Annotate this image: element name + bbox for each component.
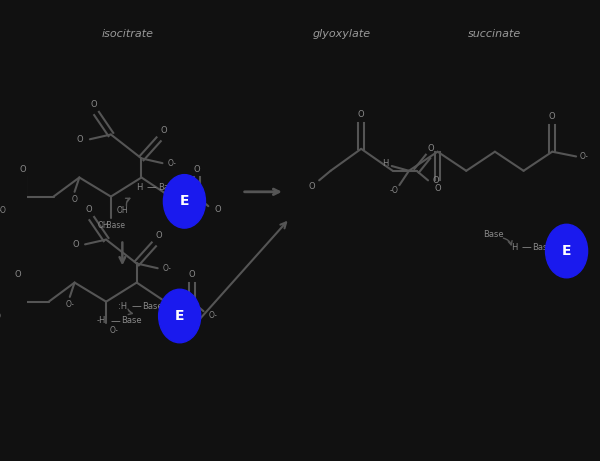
Text: Base: Base xyxy=(532,243,553,252)
Text: O: O xyxy=(155,231,162,240)
Text: —: — xyxy=(146,182,156,192)
Text: O: O xyxy=(15,271,22,279)
Text: O: O xyxy=(72,240,79,249)
Text: glyoxylate: glyoxylate xyxy=(313,29,371,39)
Text: O: O xyxy=(86,206,92,214)
Text: O-: O- xyxy=(209,311,218,319)
Ellipse shape xyxy=(545,225,587,278)
Text: —: — xyxy=(111,316,121,326)
Text: -H: -H xyxy=(97,316,106,325)
Text: —: — xyxy=(132,301,142,312)
Text: :Base: :Base xyxy=(104,221,125,230)
Text: O: O xyxy=(549,112,556,121)
Text: O: O xyxy=(358,110,364,119)
Text: E: E xyxy=(175,309,184,323)
Text: -O: -O xyxy=(0,207,7,215)
Text: O: O xyxy=(433,176,439,185)
Text: O: O xyxy=(308,182,315,190)
Text: OH: OH xyxy=(116,207,128,215)
Text: -O: -O xyxy=(0,312,2,320)
Text: O-: O- xyxy=(167,159,176,168)
Text: O: O xyxy=(91,100,97,109)
Text: —: — xyxy=(521,242,532,252)
Text: O: O xyxy=(428,144,434,154)
Text: H: H xyxy=(136,183,143,191)
Text: H: H xyxy=(382,159,388,168)
Text: O: O xyxy=(434,184,441,194)
Text: O: O xyxy=(194,165,200,174)
Text: OH: OH xyxy=(97,221,109,230)
Ellipse shape xyxy=(158,289,200,343)
Text: -O: -O xyxy=(389,186,398,195)
Text: isocitrate: isocitrate xyxy=(101,29,153,39)
Text: Base: Base xyxy=(158,183,179,191)
Text: O: O xyxy=(77,135,83,144)
Text: O-: O- xyxy=(109,326,118,335)
Text: O: O xyxy=(215,206,221,214)
Text: E: E xyxy=(562,244,571,258)
Text: succinate: succinate xyxy=(468,29,521,39)
Text: Base: Base xyxy=(143,302,163,311)
Text: :H: :H xyxy=(118,302,127,311)
Text: O: O xyxy=(189,271,196,279)
Text: Base: Base xyxy=(122,316,142,325)
Text: Base: Base xyxy=(482,230,503,239)
Ellipse shape xyxy=(163,175,205,228)
Text: O: O xyxy=(20,165,26,174)
Text: O: O xyxy=(160,126,167,135)
Text: O: O xyxy=(71,195,77,204)
Text: O-: O- xyxy=(163,264,172,273)
Text: H: H xyxy=(511,243,517,252)
Text: O-: O- xyxy=(65,300,74,309)
Text: E: E xyxy=(179,195,189,208)
Text: O-: O- xyxy=(580,152,588,161)
